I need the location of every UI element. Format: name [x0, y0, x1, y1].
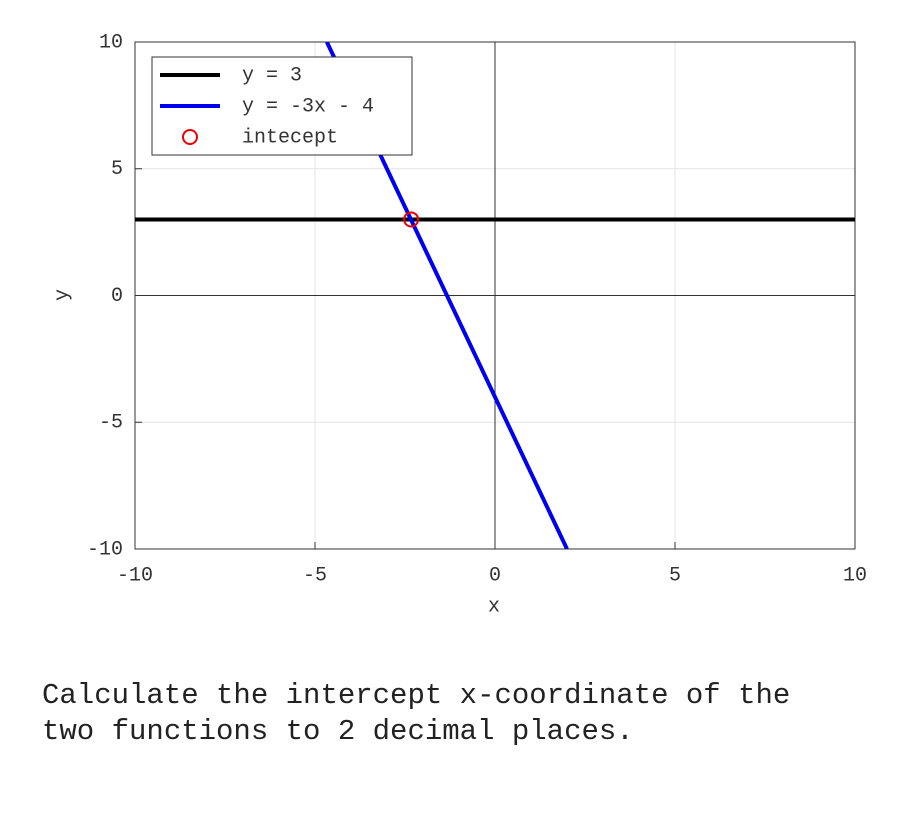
y-tick-label: 5 [111, 158, 123, 181]
legend-label: y = 3 [242, 64, 302, 87]
y-tick-label: -5 [99, 412, 123, 435]
y-tick-label: -10 [87, 538, 123, 561]
chart: x y -10 -5 0 5 10 -10 -5 0 5 10 y = 3 y = -3x - 4 in… [51, 31, 867, 618]
y-tick-label: 10 [99, 31, 123, 54]
x-tick-label: 5 [669, 564, 681, 587]
plot-frame [134, 41, 856, 550]
question: Calculate the intercept x-coordinate of … [42, 679, 791, 748]
marker [403, 211, 420, 228]
y-axis-label: y [51, 289, 74, 301]
x-tick-label: 10 [843, 564, 867, 587]
x-tick-label: 0 [489, 564, 501, 587]
x-axis-label: x [488, 595, 500, 618]
y-tick-label: 0 [111, 285, 123, 308]
legend-marker [182, 129, 198, 145]
legend-label: y = -3x - 4 [242, 95, 374, 118]
x-tick-label: -10 [117, 564, 153, 587]
legend-label: intecept [242, 126, 338, 149]
x-tick-label: -5 [303, 564, 327, 587]
